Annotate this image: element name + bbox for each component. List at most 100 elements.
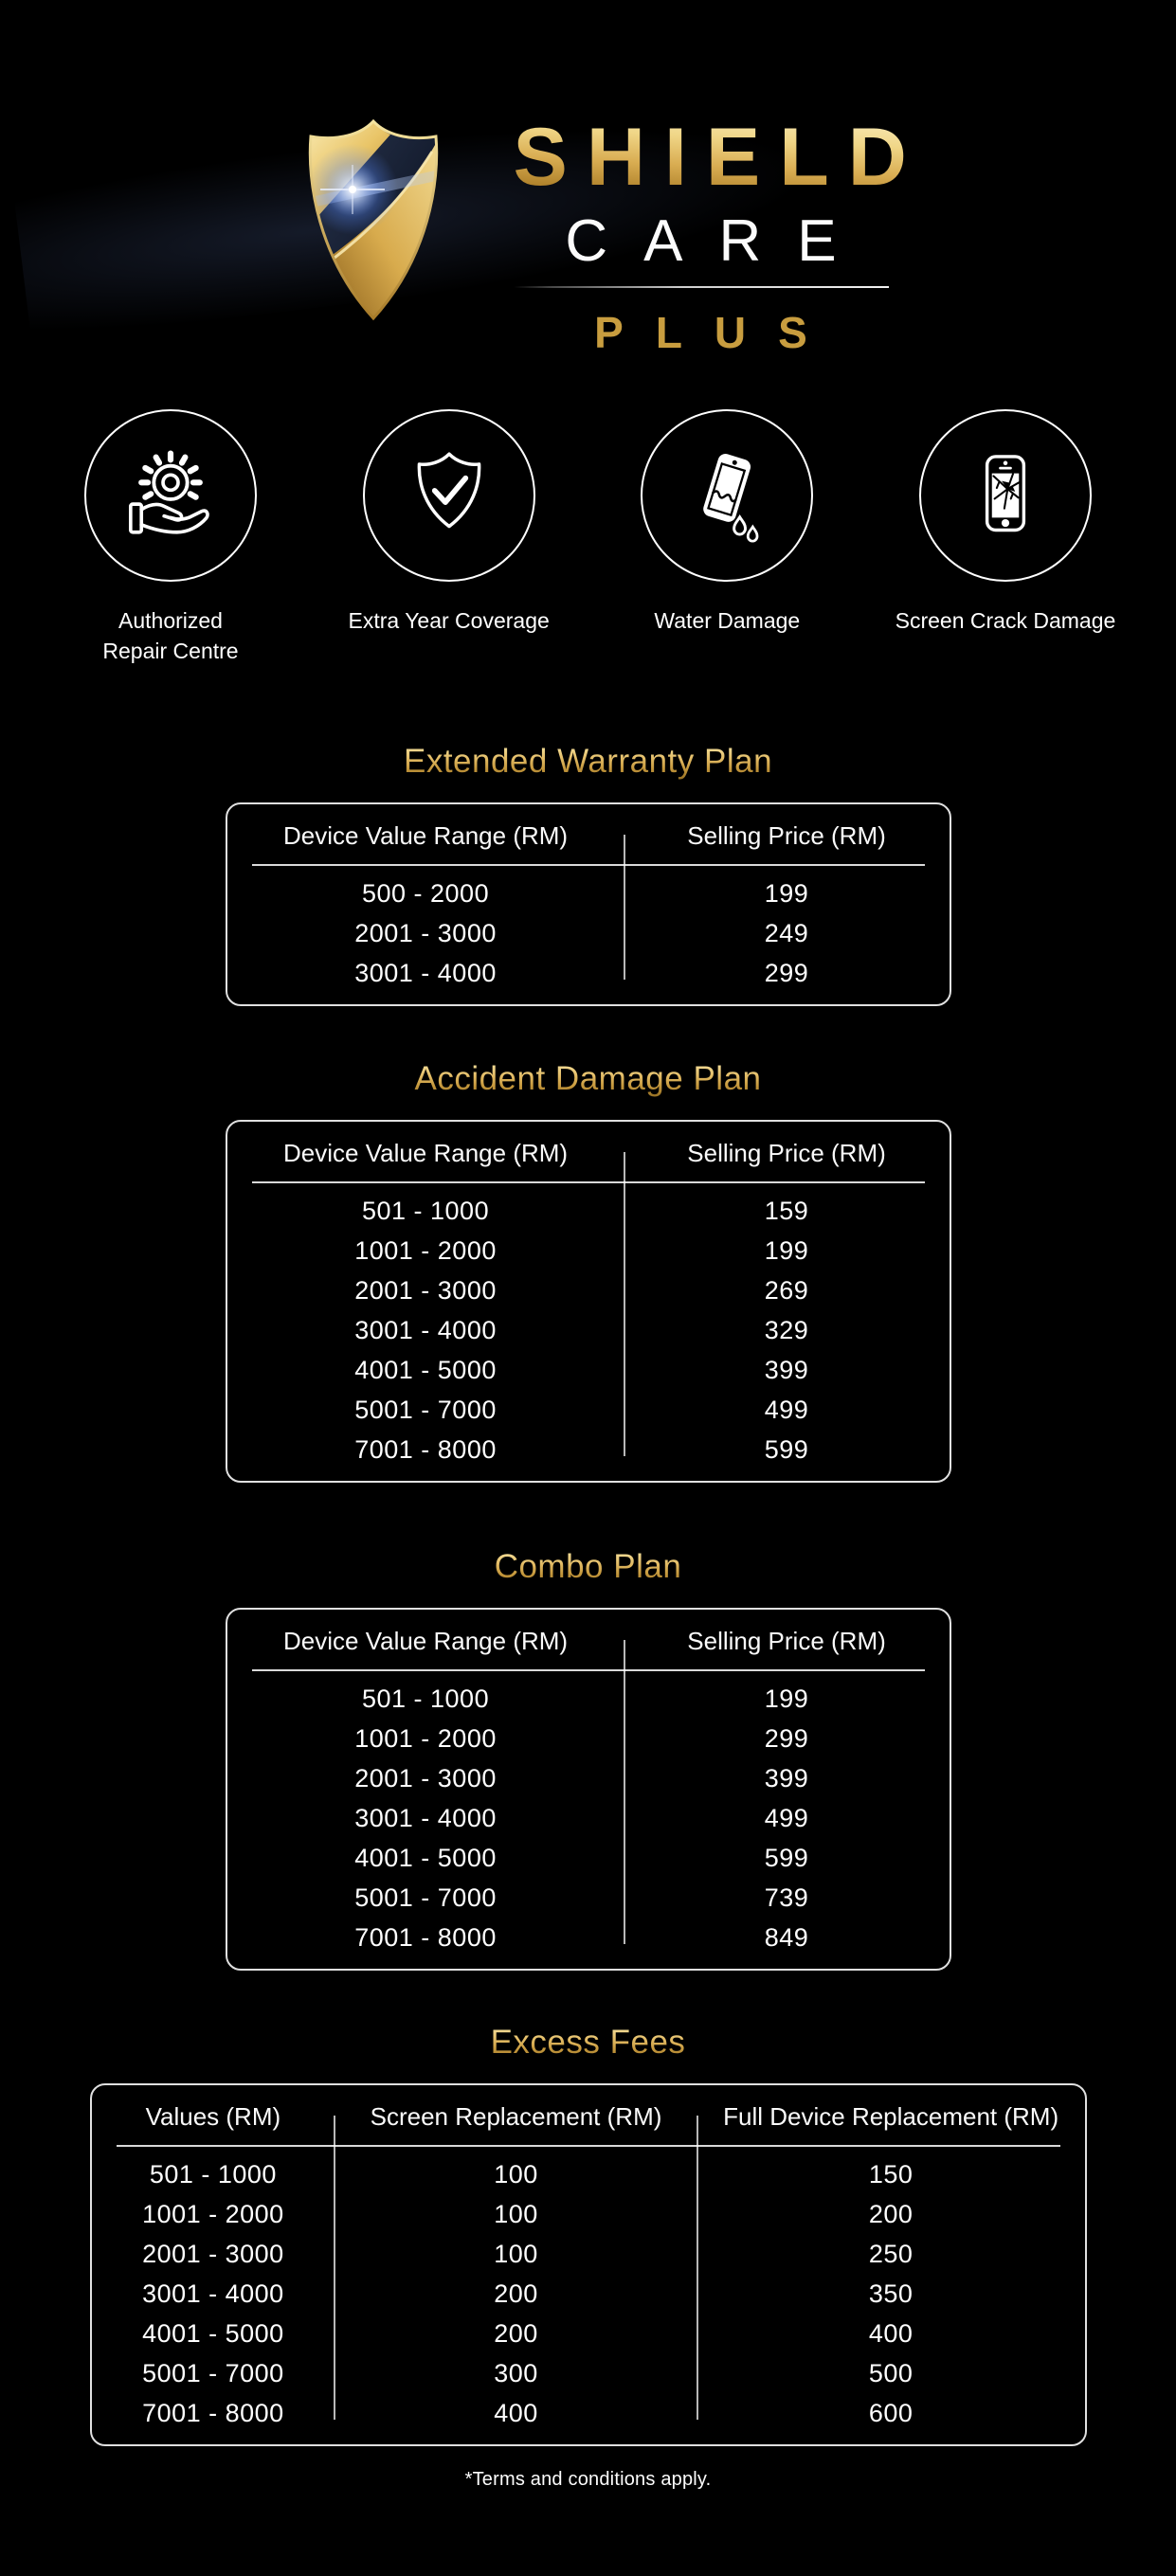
table-row: 2001 - 3000 249 bbox=[227, 913, 950, 953]
brand-badge: PLUS bbox=[594, 308, 840, 357]
table-body: 501 - 1000 199 1001 - 2000 299 2001 - 3000 39… bbox=[227, 1671, 950, 1957]
shield-check-icon bbox=[417, 452, 480, 529]
table-cell: 159 bbox=[764, 1196, 809, 1225]
table-cell: 350 bbox=[868, 2279, 914, 2308]
screen-crack-icon bbox=[985, 455, 1026, 532]
table-row: 5001 - 7000 300 500 bbox=[92, 2353, 1085, 2393]
column-divider bbox=[334, 2116, 336, 2421]
table-cell: 500 bbox=[868, 2358, 914, 2387]
table-row: 1001 - 2000 100 200 bbox=[92, 2194, 1085, 2234]
feature-label: Authorized Repair Centre bbox=[102, 608, 239, 664]
table-cell: 100 bbox=[494, 2239, 538, 2268]
table-row: 2001 - 3000 269 bbox=[227, 1270, 950, 1310]
table-cell: 501 - 1000 bbox=[361, 1684, 490, 1713]
table-cell: 3001 - 4000 bbox=[354, 1803, 497, 1832]
table-cell: 199 bbox=[764, 1235, 809, 1265]
feature-label: Water Damage bbox=[654, 608, 801, 633]
table-row: 5001 - 7000 499 bbox=[227, 1390, 950, 1430]
table-cell: 600 bbox=[868, 2398, 914, 2427]
table-row: 4001 - 5000 200 400 bbox=[92, 2314, 1085, 2353]
table-cell: 299 bbox=[764, 958, 809, 987]
feature-circle bbox=[362, 409, 535, 582]
table-cell: 200 bbox=[868, 2199, 914, 2228]
table-row: 7001 - 8000 400 600 bbox=[92, 2393, 1085, 2433]
table-cell: 499 bbox=[764, 1803, 809, 1832]
table-cell: 501 - 1000 bbox=[149, 2159, 277, 2189]
table-header-row: Values (RM) Screen Replacement (RM) Full D… bbox=[92, 2085, 1085, 2145]
table-header-cell: Values (RM) bbox=[145, 2102, 281, 2132]
table-body: 501 - 1000 159 1001 - 2000 199 2001 - 3000 26… bbox=[227, 1183, 950, 1469]
table-cell: 329 bbox=[764, 1315, 809, 1344]
table-header-row: Device Value Range (RM) Selling Price (RM… bbox=[227, 1610, 950, 1669]
table-cell: 4001 - 5000 bbox=[354, 1355, 497, 1384]
section-combo-plan: Combo Plan Device Value Range (RM) Sellin… bbox=[0, 1547, 1176, 1972]
table-header-row: Device Value Range (RM) Selling Price (RM… bbox=[227, 1122, 950, 1181]
repair-centre-icon bbox=[128, 450, 209, 534]
terms-note: *Terms and conditions apply. bbox=[464, 2469, 712, 2491]
table-row: 1001 - 2000 299 bbox=[227, 1719, 950, 1758]
header-rule bbox=[251, 1669, 925, 1672]
table-header-cell: Selling Price (RM) bbox=[687, 1627, 886, 1656]
section-accident-damage: Accident Damage Plan Device Value Range … bbox=[0, 1059, 1176, 1484]
feature-label: Screen Crack Damage bbox=[895, 608, 1116, 633]
table-cell: 1001 - 2000 bbox=[354, 1235, 497, 1265]
table-cell: 300 bbox=[494, 2358, 538, 2387]
table-header-cell: Selling Price (RM) bbox=[687, 1139, 886, 1168]
table-cell: 849 bbox=[764, 1922, 809, 1952]
table-cell: 100 bbox=[494, 2199, 538, 2228]
table-cell: 400 bbox=[494, 2398, 538, 2427]
table-cell: 100 bbox=[494, 2159, 538, 2189]
table-cell: 7001 - 8000 bbox=[142, 2398, 284, 2427]
extended-warranty-table: Device Value Range (RM) Selling Price (RM… bbox=[225, 802, 951, 1007]
table-cell: 250 bbox=[868, 2239, 914, 2268]
table-cell: 3001 - 4000 bbox=[354, 958, 497, 987]
table-cell: 599 bbox=[764, 1434, 809, 1464]
header-rule bbox=[251, 864, 925, 867]
table-row: 3001 - 4000 329 bbox=[227, 1310, 950, 1350]
table-row: 7001 - 8000 599 bbox=[227, 1430, 950, 1469]
brand-text: SHIELD CARE PLUS bbox=[513, 112, 907, 356]
column-divider bbox=[623, 1640, 625, 1945]
table-row: 7001 - 8000 849 bbox=[227, 1918, 950, 1957]
table-cell: 2001 - 3000 bbox=[354, 1275, 497, 1305]
table-row: 501 - 1000 159 bbox=[227, 1191, 950, 1231]
table-row: 500 - 2000 199 bbox=[227, 874, 950, 913]
section-title: Extended Warranty Plan bbox=[403, 743, 773, 781]
column-divider bbox=[623, 835, 625, 981]
table-cell: 5001 - 7000 bbox=[354, 1395, 497, 1424]
table-cell: 2001 - 3000 bbox=[354, 1763, 497, 1792]
table-cell: 199 bbox=[764, 1684, 809, 1713]
header-rule bbox=[251, 1181, 925, 1184]
table-header-row: Device Value Range (RM) Selling Price (RM… bbox=[227, 804, 950, 864]
feature-extra-year: Extra Year Coverage bbox=[328, 409, 570, 666]
combo-plan-table: Device Value Range (RM) Selling Price (RM… bbox=[225, 1608, 951, 1972]
accident-damage-table: Device Value Range (RM) Selling Price (RM… bbox=[225, 1120, 951, 1484]
feature-authorized-repair: Authorized Repair Centre bbox=[49, 409, 292, 666]
table-row: 501 - 1000 199 bbox=[227, 1679, 950, 1719]
table-cell: 499 bbox=[764, 1395, 809, 1424]
table-header-cell: Device Value Range (RM) bbox=[283, 821, 569, 851]
logo-section: SHIELD CARE PLUS bbox=[0, 0, 1176, 356]
brand-divider bbox=[513, 286, 889, 288]
section-extended-warranty: Extended Warranty Plan Device Value Rang… bbox=[0, 742, 1176, 1007]
table-cell: 249 bbox=[764, 918, 809, 947]
table-cell: 7001 - 8000 bbox=[354, 1434, 497, 1464]
table-row: 4001 - 5000 399 bbox=[227, 1350, 950, 1390]
table-row: 3001 - 4000 299 bbox=[227, 953, 950, 993]
excess-fees-table: Values (RM) Screen Replacement (RM) Full D… bbox=[89, 2083, 1087, 2447]
table-row: 5001 - 7000 739 bbox=[227, 1878, 950, 1918]
table-row: 2001 - 3000 100 250 bbox=[92, 2234, 1085, 2274]
table-cell: 200 bbox=[494, 2279, 538, 2308]
column-divider bbox=[696, 2116, 698, 2421]
table-cell: 1001 - 2000 bbox=[142, 2199, 284, 2228]
table-cell: 1001 - 2000 bbox=[354, 1723, 497, 1753]
table-cell: 3001 - 4000 bbox=[354, 1315, 497, 1344]
table-header-cell: Full Device Replacement (RM) bbox=[723, 2102, 1059, 2132]
table-header-cell: Device Value Range (RM) bbox=[283, 1627, 569, 1656]
brand-title: SHIELD bbox=[513, 112, 926, 203]
table-row: 2001 - 3000 399 bbox=[227, 1758, 950, 1798]
features-row: Authorized Repair Centre Extra Year Cove… bbox=[0, 409, 1176, 666]
section-excess-fees: Excess Fees Values (RM) Screen Replacemen… bbox=[0, 2023, 1176, 2447]
table-row: 1001 - 2000 199 bbox=[227, 1231, 950, 1270]
